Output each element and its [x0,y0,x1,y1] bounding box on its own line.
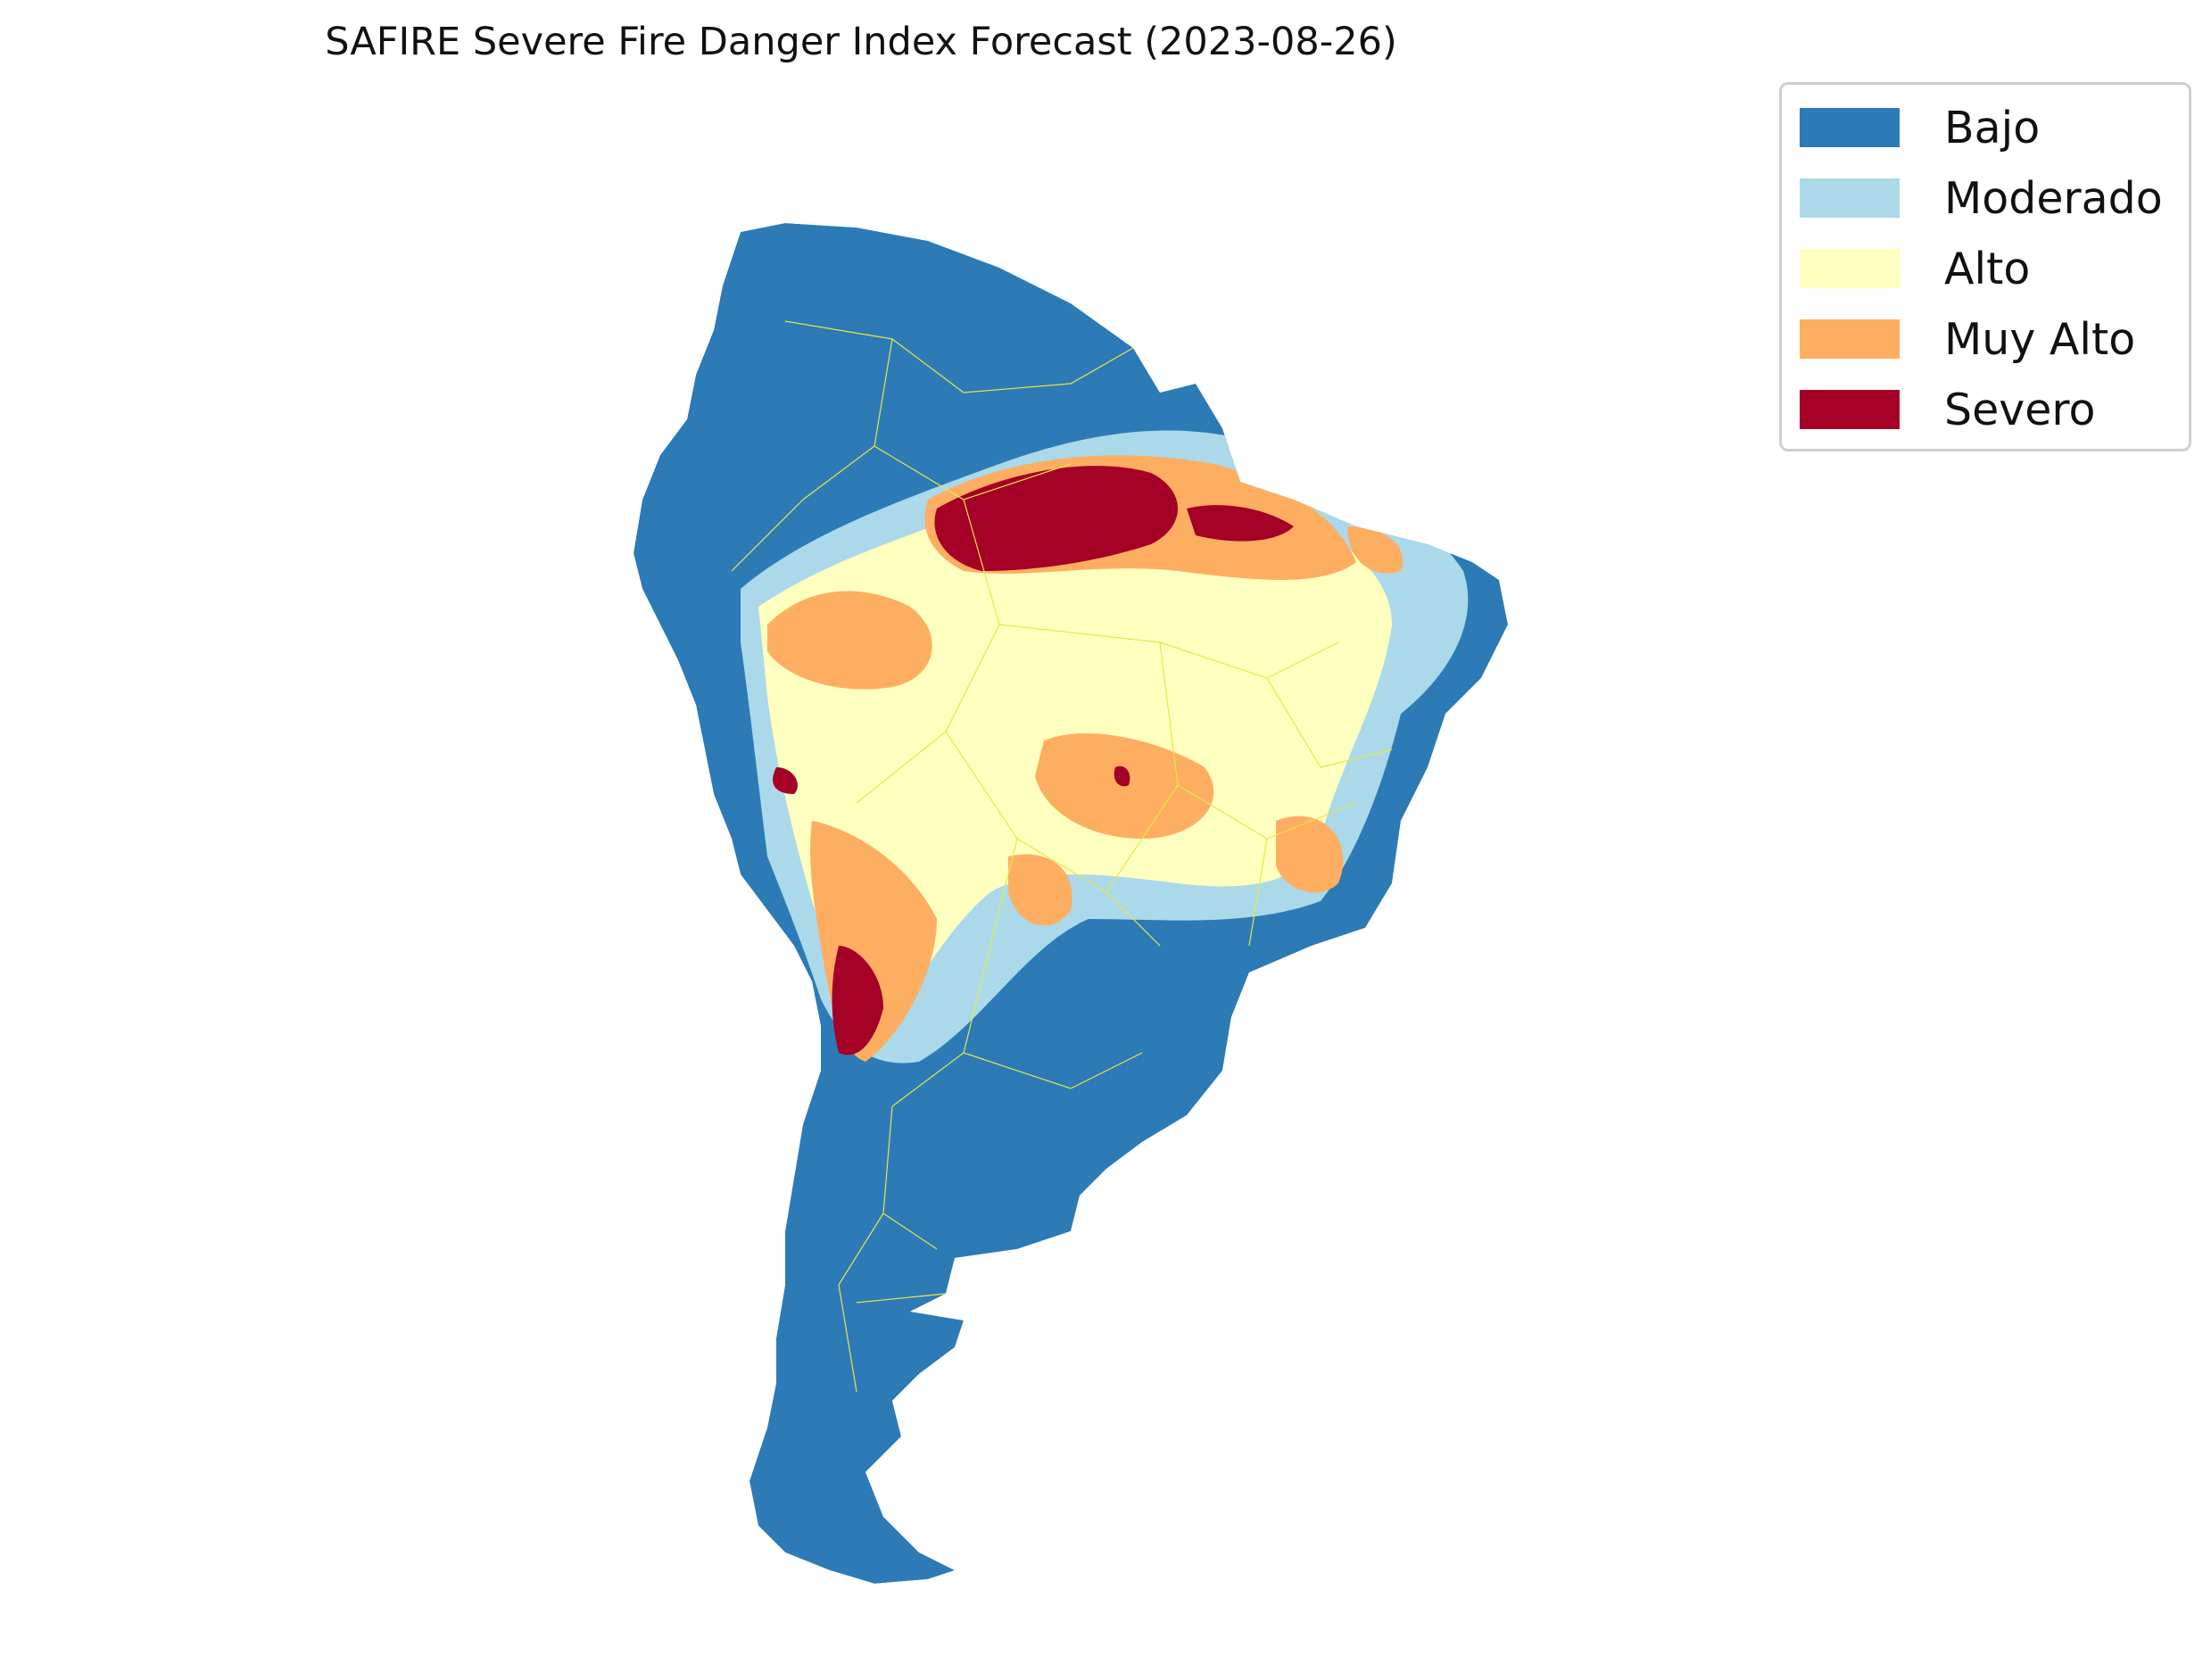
swatch-alto [1800,249,1900,288]
zone-muyalto-chaco [1008,854,1072,926]
swatch-bajo [1800,108,1900,147]
legend-item-severo: Severo [1800,383,2095,436]
swatch-severo [1800,390,1900,429]
legend: Bajo Moderado Alto Muy Alto Severo [1779,82,2191,451]
boundary-lines [731,320,1393,1393]
zone-muyalto-east [1276,815,1344,893]
legend-item-moderado: Moderado [1800,171,2163,225]
legend-label-alto: Alto [1944,243,2031,294]
zone-severo-para [1187,505,1294,542]
legend-label-bajo: Bajo [1944,102,2041,153]
legend-label-muy-alto: Muy Alto [1944,313,2136,365]
swatch-moderado [1800,178,1900,218]
zone-severo-peru [773,767,798,794]
legend-item-muy-alto: Muy Alto [1800,312,2135,366]
zone-muyalto-northeast [1347,526,1403,574]
legend-label-moderado: Moderado [1944,172,2163,224]
legend-label-severo: Severo [1944,384,2096,435]
map-title: SAFIRE Severe Fire Danger Index Forecast… [325,20,1397,64]
zone-severo-amazon [934,466,1178,571]
continent-landmass [633,223,1508,1584]
fire-danger-map [633,223,1508,1584]
swatch-muy-alto [1800,319,1900,359]
zone-severo-central [1114,766,1130,787]
zone-severo-chile [832,946,883,1055]
legend-item-bajo: Bajo [1800,101,2040,154]
zone-muyalto-west [767,591,932,690]
legend-item-alto: Alto [1800,242,2030,295]
